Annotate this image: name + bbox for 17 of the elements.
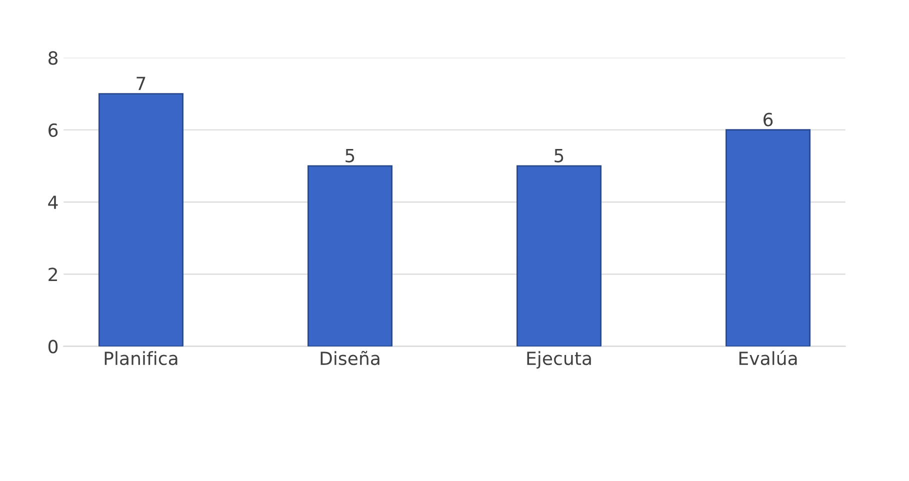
data-label: 6	[764, 112, 773, 126]
x-tick-label: Evalúa	[739, 350, 797, 366]
x-tick-label: Diseña	[320, 350, 380, 366]
bar	[726, 129, 811, 346]
y-tick-label: 2	[48, 268, 57, 282]
data-label: 5	[346, 149, 354, 162]
y-tick-label: 8	[48, 51, 58, 65]
x-tick-label: Planifica	[104, 351, 178, 366]
y-tick-label: 4	[48, 196, 58, 209]
bar	[516, 165, 602, 346]
bar	[307, 165, 392, 346]
data-label: 5	[554, 149, 564, 162]
y-tick-label: 0	[48, 340, 58, 354]
x-tick-label: Ejecuta	[527, 351, 591, 369]
data-label: 7	[136, 76, 146, 90]
y-tick-label: 6	[48, 123, 58, 137]
bar	[98, 93, 184, 346]
